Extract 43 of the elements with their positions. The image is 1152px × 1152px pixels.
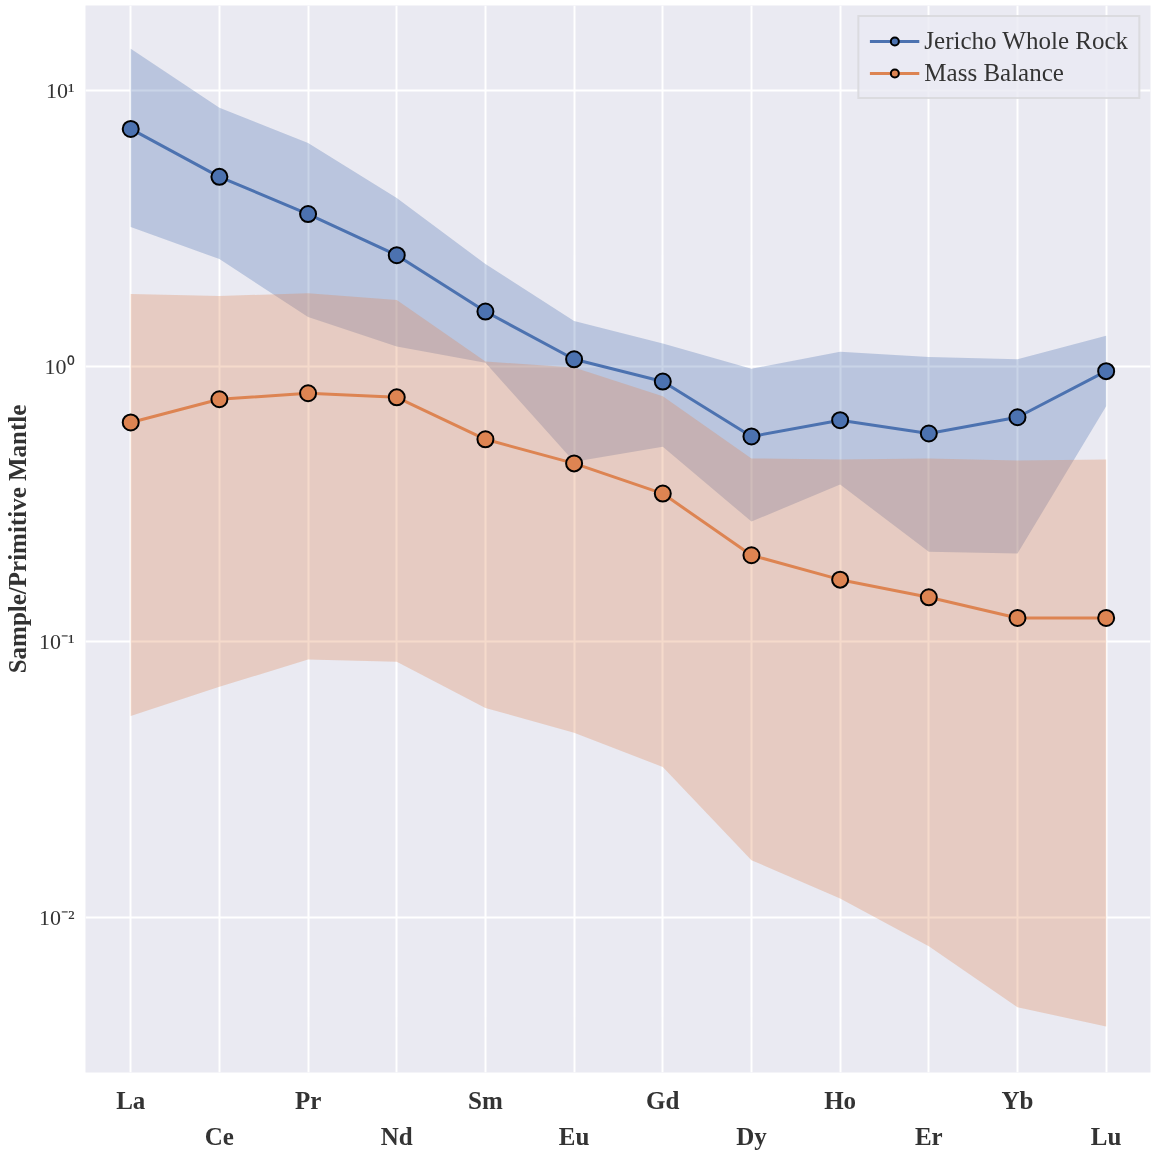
x-tick-label: Er (914, 1122, 943, 1150)
point (919, 588, 938, 607)
y-tick-label: 10¹ (45, 78, 75, 104)
point (742, 427, 761, 446)
x-tick-label: La (116, 1086, 146, 1114)
y-tick-label: 10⁰ (44, 353, 75, 379)
point (1097, 608, 1116, 627)
x-tick-label: Dy (736, 1122, 768, 1150)
x-tick-label: Pr (294, 1086, 322, 1114)
y-tick-label: 10⁻¹ (38, 629, 75, 655)
point (299, 384, 318, 403)
point (653, 484, 672, 503)
legend-label: Jericho Whole Rock (924, 27, 1128, 55)
point (1008, 408, 1027, 427)
x-tick-label: Ho (824, 1086, 857, 1114)
point (919, 424, 938, 443)
point (1097, 362, 1116, 381)
y-tick-label: 10⁻² (38, 904, 75, 930)
x-tick-label: Eu (558, 1122, 590, 1150)
x-tick-label: Yb (1001, 1086, 1034, 1114)
point (476, 430, 495, 449)
point (210, 167, 229, 186)
x-tick-label: Gd (646, 1086, 680, 1114)
point (121, 413, 140, 432)
y-axis-title: Sample/Primitive Mantle (3, 404, 31, 674)
point (742, 546, 761, 565)
x-tick-label: Nd (380, 1122, 413, 1150)
point (121, 119, 140, 138)
point (565, 454, 584, 473)
point (831, 411, 850, 430)
point (565, 350, 584, 369)
point (831, 570, 850, 589)
point (387, 246, 406, 265)
x-tick-label: Lu (1090, 1122, 1122, 1150)
point (653, 372, 672, 391)
x-tick-label: Sm (468, 1086, 503, 1114)
point (476, 302, 495, 321)
point (1008, 608, 1027, 627)
point (387, 388, 406, 407)
x-tick-label: Ce (204, 1122, 234, 1150)
legend-label: Mass Balance (924, 59, 1064, 87)
point (210, 390, 229, 409)
point (299, 205, 318, 223)
